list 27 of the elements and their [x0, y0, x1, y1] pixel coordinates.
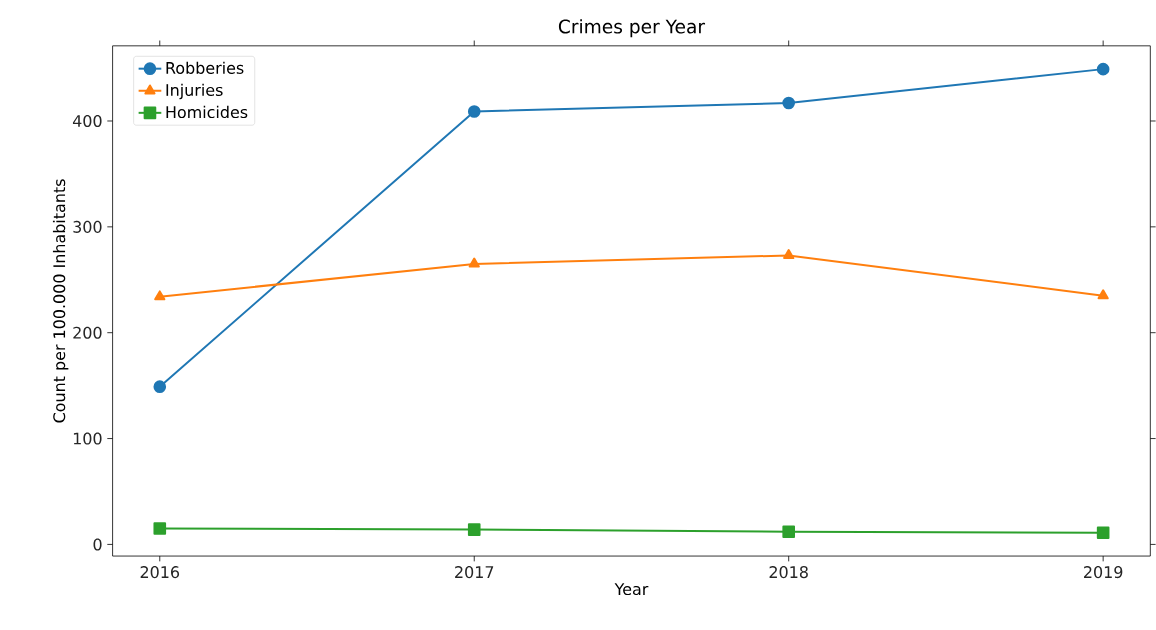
point	[467, 523, 481, 536]
point	[153, 522, 167, 535]
point	[1096, 62, 1110, 76]
legend-label: Robberies	[166, 61, 244, 75]
y-tick-label: 300	[73, 220, 102, 233]
chart-title: Crimes per Year	[558, 19, 706, 38]
y-tick-label: 200	[73, 326, 102, 339]
point	[1096, 526, 1110, 540]
x-tick-label: 2018	[769, 566, 808, 579]
point	[467, 105, 481, 118]
point	[1097, 289, 1109, 300]
point	[782, 525, 796, 539]
x-tick-label: 2017	[455, 566, 494, 579]
point	[154, 290, 166, 301]
x-tick-label: 2019	[1084, 566, 1123, 579]
point	[153, 380, 167, 394]
point	[468, 257, 480, 268]
point	[782, 96, 796, 110]
legend-label: Injuries	[166, 83, 223, 100]
y-tick-label: 100	[73, 432, 102, 445]
legend-label: Homicides	[166, 105, 248, 119]
y-tick-label: 0	[93, 538, 102, 551]
x-axis-title: Year	[614, 583, 649, 596]
point	[783, 249, 795, 260]
x-tick-label: 2016	[140, 566, 180, 579]
y-axis-title: Count per 100.000 Inhabitants	[52, 179, 69, 423]
y-tick-label: 400	[72, 115, 102, 128]
